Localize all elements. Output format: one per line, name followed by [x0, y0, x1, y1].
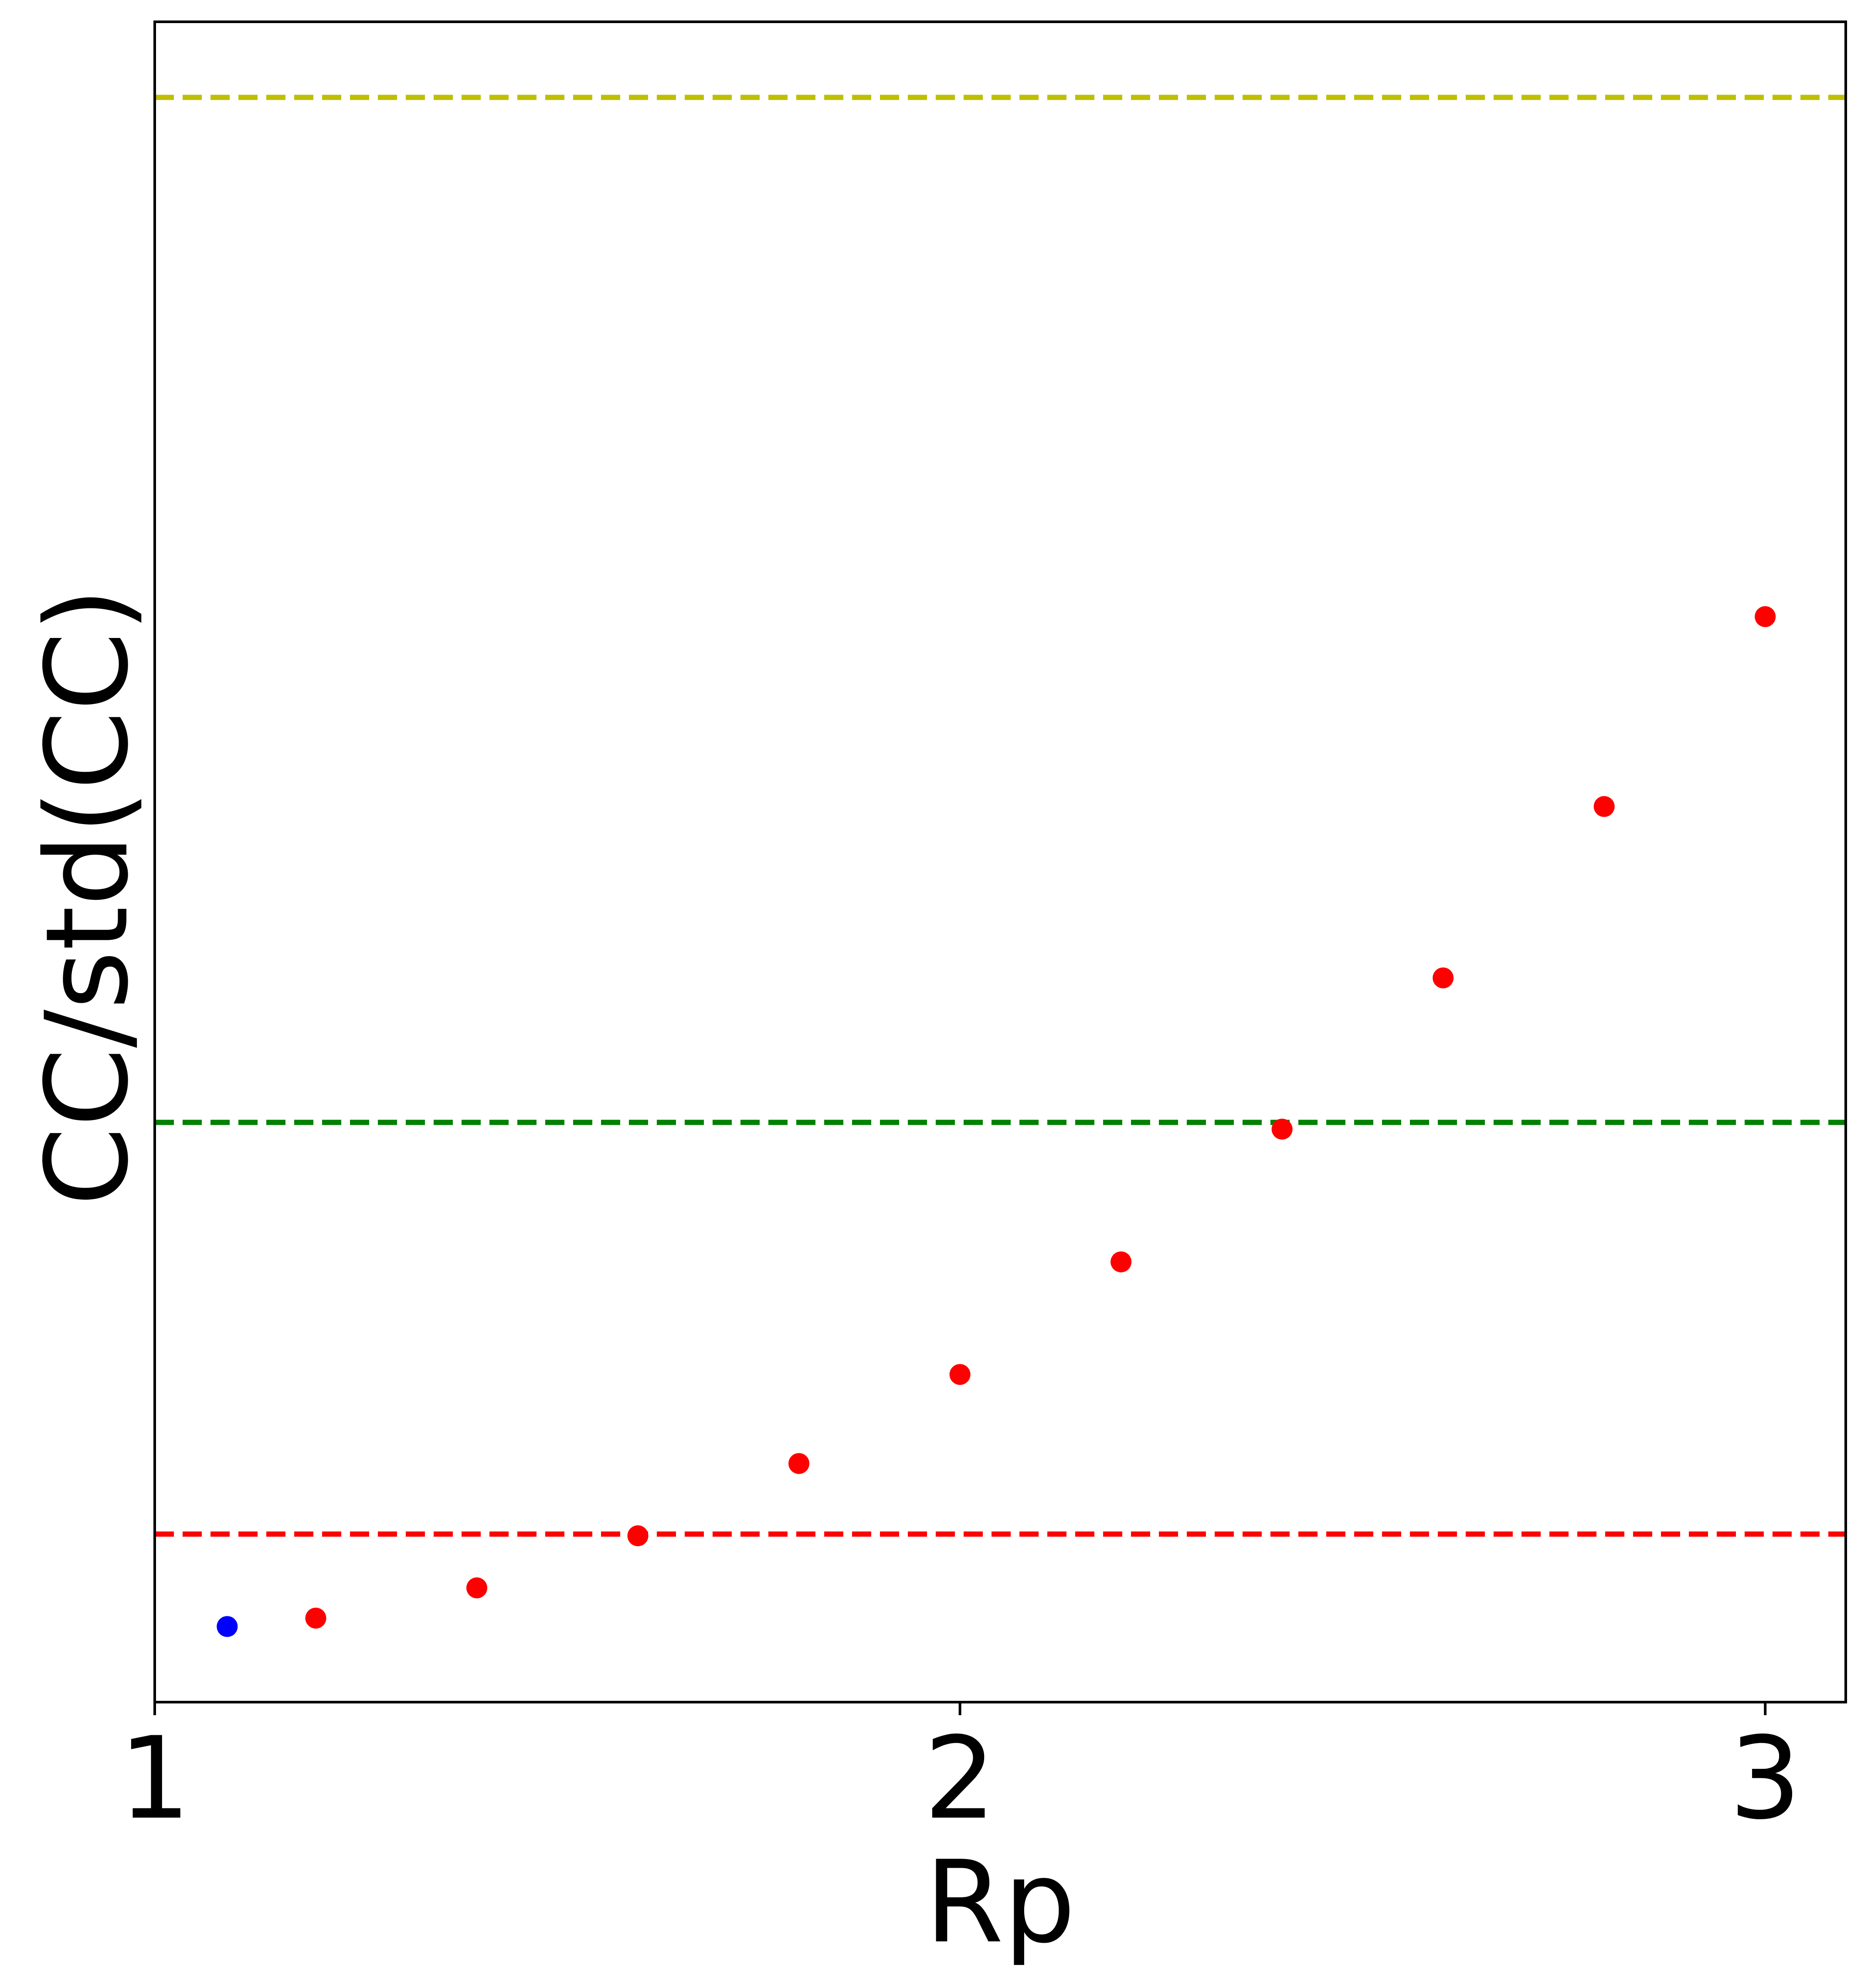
data-point-s2-6 — [1110, 1251, 1132, 1272]
x-tick-label-1: 1 — [119, 1713, 190, 1845]
x-tick-label-3: 3 — [1729, 1713, 1801, 1845]
data-point-s2-3 — [627, 1525, 649, 1547]
x-axis-ticks: 1 2 3 — [119, 1702, 1801, 1845]
data-point-s2-9 — [1593, 796, 1615, 817]
x-tick-label-2: 2 — [924, 1713, 996, 1845]
data-points — [217, 606, 1776, 1637]
data-point-s2-1 — [305, 1608, 326, 1629]
plot-frame — [153, 20, 1847, 1703]
data-point-s2-10 — [1755, 606, 1776, 628]
data-point-s2-2 — [466, 1577, 488, 1598]
data-point-s2-4 — [788, 1453, 810, 1474]
x-axis-label: Rp — [925, 1837, 1076, 1968]
y-axis-label: CC/std(CC) — [22, 587, 153, 1206]
reference-lines — [155, 95, 1846, 1537]
data-point-s2-7 — [1271, 1119, 1293, 1140]
data-point-s1-1 — [217, 1616, 238, 1637]
data-point-s2-8 — [1433, 967, 1454, 989]
data-point-s2-5 — [949, 1364, 971, 1385]
